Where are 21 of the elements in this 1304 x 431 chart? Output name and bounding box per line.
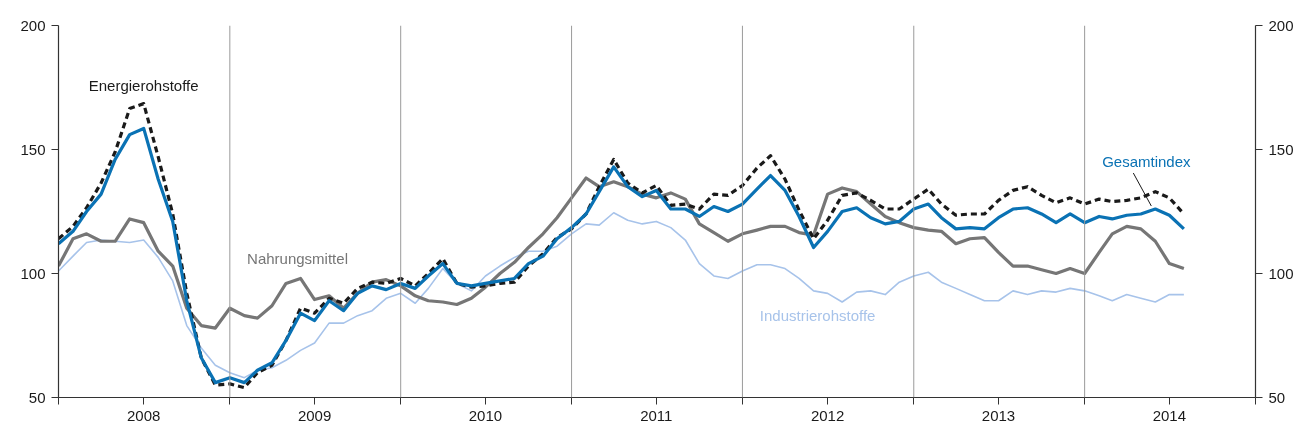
y2-tick-label: 200: [1268, 16, 1294, 34]
y-tick-label: 200: [20, 16, 46, 34]
text: Gesamtindex: [1102, 152, 1192, 170]
y-tick-label: 100: [20, 264, 46, 282]
y-tick-label: 50: [28, 388, 46, 406]
series-label: Industrierohstoffe: [759, 307, 876, 325]
x-tick-label: 2012: [810, 406, 845, 424]
x-tick-label: 2008: [127, 406, 161, 424]
y2-tick-label: 50: [1268, 388, 1286, 406]
x-tick-label: 2013: [981, 406, 1016, 424]
x-tick-label: 2009: [297, 406, 332, 424]
x-tick-label: 2010: [468, 406, 503, 424]
x-tick-label: 2011: [640, 406, 673, 424]
y-tick-label: 150: [20, 140, 46, 158]
series-label: Nahrungsmittel: [247, 249, 348, 267]
line-series: [58, 176, 1186, 330]
line-series: [58, 211, 1185, 379]
series-label: Energierohstoffe: [88, 77, 199, 95]
x-tick-label: 2014: [1152, 406, 1187, 424]
y2-tick-label: 150: [1268, 140, 1294, 158]
y2-tick-label: 100: [1268, 264, 1294, 282]
